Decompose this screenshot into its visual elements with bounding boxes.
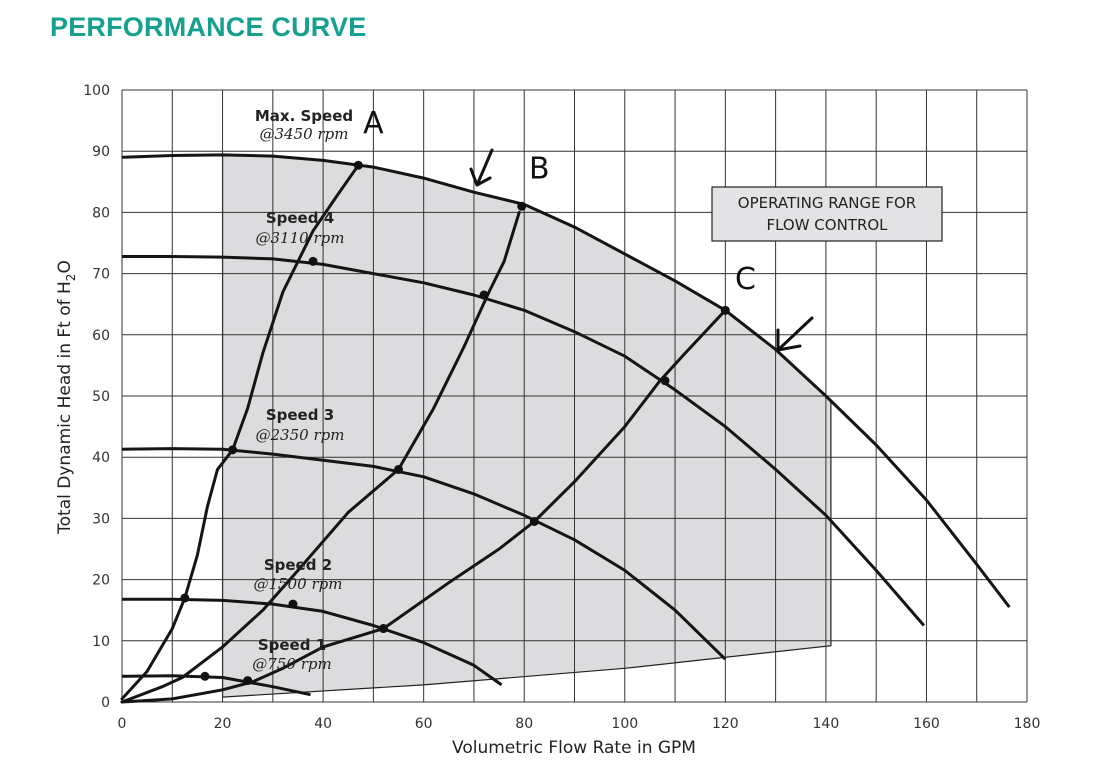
speed-curve-4 <box>121 674 311 697</box>
y-axis-label-sub: 2 <box>64 274 78 282</box>
x-tick-label: 120 <box>712 716 739 732</box>
speed-curve-2 <box>121 447 727 661</box>
x-tick-label: 140 <box>813 716 840 732</box>
x-tick-label: 80 <box>515 716 533 732</box>
operating-range-line-2: FLOW CONTROL <box>766 216 888 234</box>
operating-point <box>200 671 210 681</box>
speed-curve-0 <box>121 153 1011 609</box>
annotation-b: B <box>529 152 550 187</box>
y-axis-ticks: 0 10 20 30 40 50 60 70 80 90 100 <box>83 83 110 711</box>
x-tick-label: 180 <box>1014 716 1041 732</box>
operating-range-line-1: OPERATING RANGE FOR <box>738 194 916 212</box>
label-speed4-name: Speed 4 <box>266 209 334 227</box>
arrow-icon <box>469 148 494 187</box>
operating-point <box>529 516 539 526</box>
y-tick-label: 10 <box>92 634 110 650</box>
x-tick-label: 160 <box>913 716 940 732</box>
x-tick-label: 60 <box>415 716 433 732</box>
y-tick-label: 60 <box>92 328 110 344</box>
label-speed3-name: Speed 3 <box>266 406 334 424</box>
x-tick-label: 20 <box>214 716 232 732</box>
system-curve-b <box>120 210 521 704</box>
operating-range-box: OPERATING RANGE FOR FLOW CONTROL <box>711 186 943 242</box>
x-tick-label: 40 <box>314 716 332 732</box>
x-axis-label: Volumetric Flow Rate in GPM <box>452 738 696 758</box>
label-speed1-rpm: @750 rpm <box>252 655 331 673</box>
label-max-speed-rpm: @3450 rpm <box>260 125 349 143</box>
y-tick-label: 70 <box>92 267 110 283</box>
y-tick-label: 50 <box>92 389 110 405</box>
label-speed1-name: Speed 1 <box>258 636 326 654</box>
operating-point <box>288 599 298 609</box>
x-tick-label: 100 <box>611 716 638 732</box>
x-tick-label: 0 <box>118 716 127 732</box>
operating-point <box>308 256 318 266</box>
operating-point <box>378 624 388 634</box>
system-curve-a <box>120 163 360 701</box>
y-tick-label: 100 <box>83 83 110 99</box>
handwritten-annotations <box>469 148 814 352</box>
label-speed4-rpm: @3110 rpm <box>256 229 345 247</box>
operating-point <box>180 593 190 603</box>
chart-title: PERFORMANCE CURVE <box>50 12 367 42</box>
operating-point <box>720 305 730 315</box>
label-speed3-rpm: @2350 rpm <box>256 426 345 444</box>
speed-curve-3 <box>122 597 503 687</box>
arrow-icon <box>776 316 814 352</box>
y-tick-label: 30 <box>92 511 110 527</box>
y-tick-label: 20 <box>92 573 110 589</box>
y-axis-label-main: Total Dynamic Head in Ft of H <box>55 281 75 535</box>
operating-point <box>228 445 238 455</box>
operating-point <box>660 376 670 386</box>
y-tick-label: 90 <box>92 144 110 160</box>
operating-point <box>353 160 363 170</box>
x-axis-ticks: 0 20 40 60 80 100 120 140 160 180 <box>118 716 1041 732</box>
operating-points <box>180 160 730 686</box>
y-axis-label-tail: O <box>55 260 75 273</box>
curve-labels: Max. Speed @3450 rpm Speed 4 @3110 rpm S… <box>252 107 353 673</box>
label-speed2-name: Speed 2 <box>264 556 332 574</box>
operating-range-box-frame <box>711 186 943 242</box>
annotation-letters: A B C <box>363 106 756 297</box>
annotation-a: A <box>363 106 384 141</box>
annotation-c: C <box>735 262 756 297</box>
label-max-speed-name: Max. Speed <box>255 107 353 125</box>
curves <box>120 153 1011 704</box>
operating-point <box>479 290 489 300</box>
system-curve-c <box>120 308 727 704</box>
speed-curve-1 <box>122 255 926 627</box>
y-axis-label: Total Dynamic Head in Ft of H2O <box>55 260 78 535</box>
operating-point <box>517 201 527 211</box>
operating-point <box>243 676 253 686</box>
y-tick-label: 40 <box>92 450 110 466</box>
label-speed2-rpm: @1500 rpm <box>254 575 343 593</box>
y-tick-label: 80 <box>92 205 110 221</box>
operating-point <box>394 464 404 474</box>
y-tick-label: 0 <box>101 695 110 711</box>
